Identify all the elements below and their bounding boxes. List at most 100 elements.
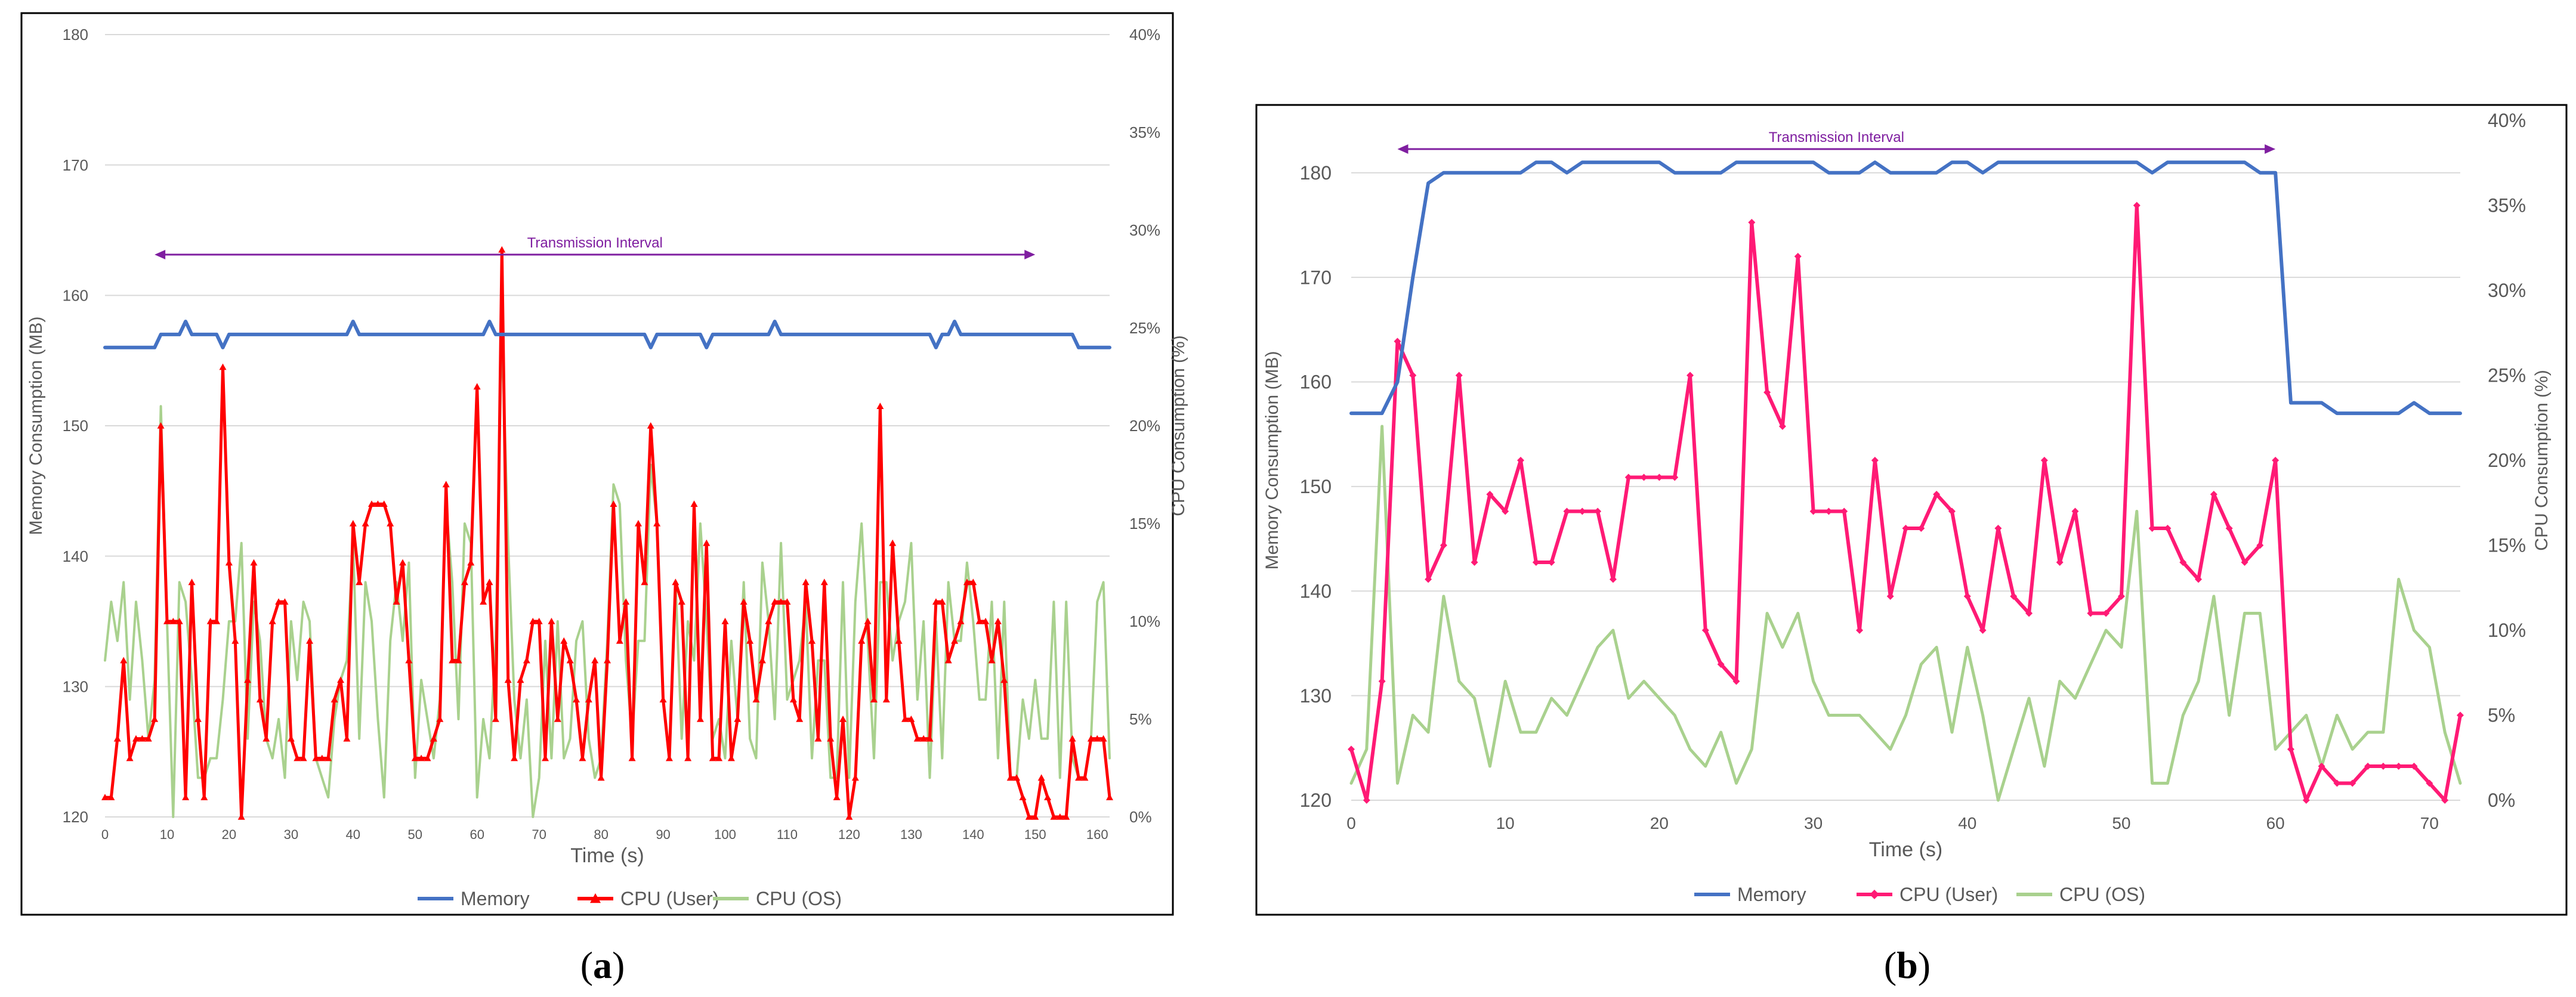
data-point-cpu-user — [1363, 797, 1370, 804]
y-right-tick-label: 25% — [1129, 319, 1160, 337]
y-right-axis-title: CPU Consumption (%) — [1169, 335, 1188, 516]
data-point-cpu-user — [1440, 541, 1447, 549]
data-point-cpu-user — [2071, 507, 2079, 515]
y-left-tick-label: 130 — [63, 677, 88, 695]
data-point-cpu-user — [740, 598, 748, 605]
x-tick-label: 130 — [900, 827, 922, 842]
data-point-cpu-user — [1579, 507, 1586, 515]
data-point-cpu-user — [845, 813, 853, 820]
data-point-cpu-user — [604, 657, 611, 664]
y-left-tick-label: 160 — [1300, 371, 1332, 393]
x-tick-label: 110 — [777, 827, 798, 842]
data-point-cpu-user — [765, 618, 773, 624]
legend-label-memory: Memory — [461, 888, 530, 909]
data-point-cpu-user — [1856, 627, 1864, 634]
data-point-cpu-user — [461, 578, 468, 586]
data-point-cpu-user — [287, 735, 295, 742]
data-point-cpu-user — [734, 716, 742, 722]
y-left-tick-label: 120 — [1300, 789, 1332, 811]
data-point-cpu-user — [442, 481, 450, 488]
data-point-cpu-user — [771, 598, 779, 605]
data-point-cpu-user — [393, 598, 400, 605]
data-point-cpu-user — [882, 696, 890, 702]
data-point-cpu-user — [132, 735, 140, 742]
data-point-cpu-user — [665, 754, 673, 761]
x-tick-label: 0 — [101, 827, 109, 842]
data-point-cpu-user — [715, 754, 723, 761]
data-point-cpu-user — [1748, 219, 1756, 226]
data-point-cpu-user — [157, 422, 165, 429]
data-point-cpu-user — [2102, 609, 2110, 617]
data-point-cpu-user — [709, 754, 716, 761]
data-point-cpu-user — [1902, 525, 1910, 532]
data-point-cpu-user — [2441, 797, 2449, 804]
data-point-cpu-user — [523, 657, 530, 664]
chart-frame — [1255, 104, 2568, 916]
y-left-tick-label: 120 — [63, 808, 88, 826]
data-point-cpu-user — [1348, 745, 1355, 753]
data-point-cpu-user — [107, 794, 115, 800]
data-point-cpu-user — [1075, 774, 1083, 781]
data-point-cpu-user — [2117, 593, 2125, 600]
data-point-cpu-user — [721, 618, 729, 624]
legend-label-cpu-os: CPU (OS) — [756, 888, 842, 909]
data-point-cpu-user — [579, 754, 586, 761]
data-point-cpu-user — [1094, 735, 1101, 742]
y-right-tick-label: 30% — [1129, 221, 1160, 239]
chart-panel-b: 120 130 140 150 160 170 180 0% 5% 10% 15% 20% 25% 30%… — [1255, 104, 2568, 986]
data-point-cpu-user — [349, 520, 357, 527]
data-point-cpu-user — [151, 716, 159, 722]
data-point-cpu-user — [250, 559, 258, 566]
series-line-memory — [1349, 160, 2462, 416]
x-tick-label: 40 — [1958, 814, 1976, 832]
data-point-cpu-user — [696, 716, 704, 722]
data-point-cpu-user — [820, 578, 828, 586]
x-tick-label: 100 — [714, 827, 736, 842]
data-point-cpu-user — [1532, 559, 1540, 566]
data-point-cpu-user — [1640, 473, 1648, 481]
y-left-tick-label: 180 — [63, 26, 88, 44]
data-point-cpu-user — [2164, 525, 2172, 532]
data-point-cpu-user — [2056, 559, 2064, 566]
data-point-cpu-user — [219, 363, 227, 370]
y-left-tick-label: 170 — [1300, 267, 1332, 288]
legend-marker-cpu-user — [590, 893, 601, 903]
data-point-cpu-user — [2333, 779, 2341, 787]
data-point-cpu-user — [1671, 473, 1679, 481]
data-point-cpu-user — [262, 735, 270, 742]
data-point-cpu-user — [1871, 457, 1879, 464]
y-left-tick-label: 150 — [63, 417, 88, 435]
data-point-cpu-user — [2241, 559, 2248, 566]
data-point-cpu-user — [1701, 627, 1709, 634]
data-point-cpu-user — [1763, 389, 1771, 396]
data-point-cpu-user — [2179, 559, 2187, 566]
data-point-cpu-user — [411, 754, 419, 761]
data-point-cpu-user — [2302, 797, 2310, 804]
data-point-cpu-user — [268, 618, 276, 624]
data-point-cpu-user — [492, 716, 499, 722]
data-point-cpu-user — [1687, 371, 1694, 379]
annotation-arrowhead-left — [1397, 144, 1409, 154]
data-point-cpu-user — [758, 657, 766, 664]
data-point-cpu-user — [641, 578, 648, 586]
data-point-cpu-user — [802, 578, 810, 586]
x-tick-label: 150 — [1024, 827, 1046, 842]
annotation-arrowhead-right — [2265, 144, 2276, 154]
data-point-cpu-user — [126, 754, 134, 761]
data-point-cpu-user — [932, 598, 940, 605]
data-point-cpu-user — [312, 754, 320, 761]
x-tick-label: 70 — [532, 827, 546, 842]
data-point-cpu-user — [926, 735, 934, 742]
data-point-cpu-user — [920, 735, 928, 742]
x-tick-label: 50 — [2112, 814, 2130, 832]
y-right-tick-label: 20% — [2488, 450, 2526, 471]
data-point-cpu-user — [876, 402, 884, 409]
data-point-cpu-user — [144, 735, 152, 742]
data-point-cpu-user — [2087, 609, 2095, 617]
x-tick-label: 50 — [408, 827, 422, 842]
data-point-cpu-user — [213, 618, 221, 624]
x-tick-label: 10 — [160, 827, 174, 842]
data-point-cpu-user — [783, 598, 791, 605]
data-point-cpu-user — [1068, 735, 1076, 742]
data-point-cpu-user — [367, 500, 375, 507]
